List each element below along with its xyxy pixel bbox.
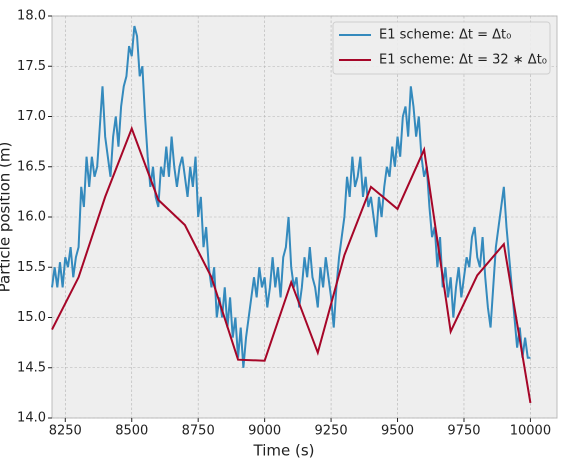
y-tick-label: 16.5 <box>17 159 46 174</box>
x-axis-label: Time (s) <box>253 442 315 460</box>
y-tick-label: 14.0 <box>17 411 46 426</box>
x-tick-label: 8500 <box>115 424 148 439</box>
x-tick-label: 9250 <box>315 424 348 439</box>
series-line <box>51 125 532 404</box>
y-tick-label: 15.0 <box>17 310 46 325</box>
y-tick-label: 16.0 <box>17 210 46 225</box>
x-tick-label: 8750 <box>182 424 215 439</box>
y-tick-label: 17.5 <box>17 59 46 74</box>
y-tick-label: 14.5 <box>17 360 46 375</box>
series-line <box>51 25 531 368</box>
x-tick-label: 8250 <box>49 424 82 439</box>
x-tick-label: 9750 <box>447 424 480 439</box>
y-tick-label: 15.5 <box>17 260 46 275</box>
x-tick-label: 9000 <box>248 424 281 439</box>
y-tick-label: 18.0 <box>17 9 46 24</box>
legend-label: E1 scheme: Δt = 32 ∗ Δt₀ <box>379 53 547 68</box>
y-axis-label: Particle position (m) <box>0 142 14 293</box>
legend-label: E1 scheme: Δt = Δt₀ <box>379 28 511 43</box>
y-tick-label: 17.0 <box>17 109 46 124</box>
legend <box>332 21 551 75</box>
x-tick-label: 9500 <box>381 424 414 439</box>
x-tick-label: 10000 <box>510 424 551 439</box>
